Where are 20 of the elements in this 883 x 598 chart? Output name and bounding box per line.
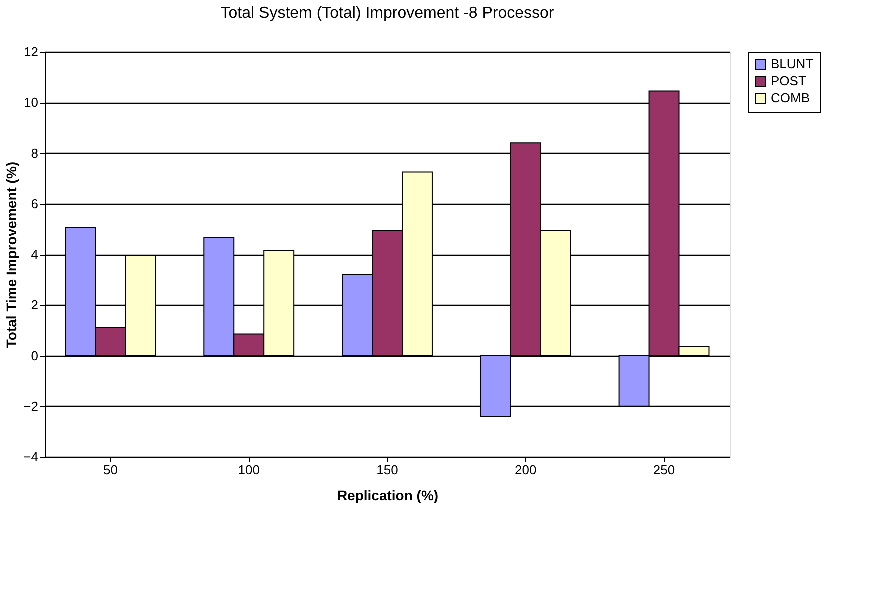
y-tick-label: 12 xyxy=(24,44,38,60)
y-tick-label: 0 xyxy=(31,348,38,364)
x-tick-label: 150 xyxy=(376,462,398,478)
y-tick-label: −4 xyxy=(24,450,38,464)
y-tick-label: 10 xyxy=(24,95,38,110)
x-tick-label: 200 xyxy=(515,462,537,478)
y-tick-label: 8 xyxy=(31,146,38,161)
legend-label: COMB xyxy=(771,90,810,106)
legend-label: BLUNT xyxy=(771,56,814,72)
x-tick-label: 50 xyxy=(104,462,118,478)
chart-title: Total System (Total) Improvement -8 Processor xyxy=(220,5,555,22)
y-axis-title: Total Time Improvement (%) xyxy=(4,162,20,348)
x-tick-label: 100 xyxy=(238,462,260,478)
y-tick-label: −2 xyxy=(24,398,38,414)
y-tick-label: 6 xyxy=(31,196,38,212)
x-axis-title: Replication (%) xyxy=(337,488,439,504)
x-tick-label: 250 xyxy=(653,462,676,478)
y-tick-label: 4 xyxy=(31,247,38,262)
legend-label: POST xyxy=(771,74,806,88)
y-tick-label: 2 xyxy=(31,298,38,313)
